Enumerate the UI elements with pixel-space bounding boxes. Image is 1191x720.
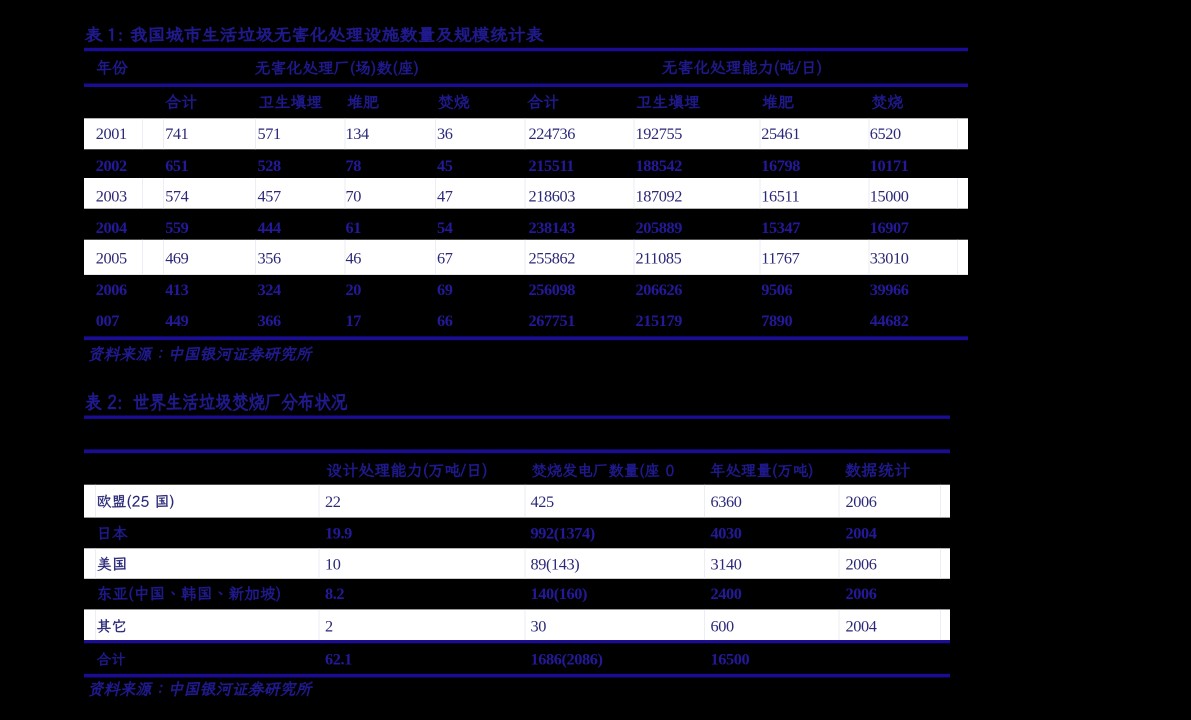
svg-text:1686(2086): 1686(2086)	[531, 649, 603, 668]
svg-text:205889: 205889	[636, 218, 683, 237]
svg-text:19.9: 19.9	[325, 524, 352, 543]
svg-text:449: 449	[165, 311, 188, 330]
svg-text:366: 366	[258, 311, 281, 330]
svg-text:600: 600	[711, 616, 734, 635]
svg-text:2006: 2006	[846, 554, 877, 573]
svg-text:140(160): 140(160)	[531, 584, 588, 603]
svg-text:2: 2	[325, 616, 333, 635]
svg-text:2006: 2006	[846, 492, 877, 511]
svg-text:17: 17	[346, 311, 362, 330]
svg-text:741: 741	[165, 124, 188, 143]
svg-text:45: 45	[437, 156, 453, 175]
svg-text:10: 10	[325, 554, 341, 573]
svg-text:66: 66	[437, 311, 453, 330]
svg-text:70: 70	[346, 186, 362, 205]
svg-text:255862: 255862	[529, 248, 576, 267]
svg-text:4030: 4030	[711, 524, 742, 543]
svg-text:2004: 2004	[846, 524, 877, 543]
svg-text:206626: 206626	[636, 280, 683, 299]
svg-text:324: 324	[258, 280, 281, 299]
svg-text:651: 651	[165, 156, 188, 175]
svg-text:36: 36	[437, 124, 453, 143]
svg-text:7890: 7890	[761, 311, 792, 330]
svg-text:69: 69	[437, 280, 453, 299]
svg-text:67: 67	[437, 248, 453, 267]
svg-text:218603: 218603	[529, 186, 576, 205]
svg-text:413: 413	[165, 280, 188, 299]
svg-text:78: 78	[346, 156, 362, 175]
svg-text:44682: 44682	[870, 311, 909, 330]
svg-text:571: 571	[258, 124, 281, 143]
svg-text:425: 425	[531, 492, 554, 511]
svg-text:2400: 2400	[711, 584, 742, 603]
svg-text:61: 61	[346, 218, 362, 237]
svg-text:33010: 33010	[870, 248, 909, 267]
svg-text:267751: 267751	[529, 311, 576, 330]
svg-text:6360: 6360	[711, 492, 742, 511]
svg-text:256098: 256098	[529, 280, 576, 299]
svg-text:2001: 2001	[96, 124, 127, 143]
svg-text:16500: 16500	[711, 649, 750, 668]
svg-text:6520: 6520	[870, 124, 901, 143]
svg-text:46: 46	[346, 248, 362, 267]
svg-text:134: 134	[346, 124, 369, 143]
svg-text:22: 22	[325, 492, 341, 511]
svg-text:2004: 2004	[96, 218, 127, 237]
svg-text:15347: 15347	[761, 218, 800, 237]
svg-text:187092: 187092	[636, 186, 683, 205]
svg-text:8.2: 8.2	[325, 584, 344, 603]
svg-text:16798: 16798	[761, 156, 800, 175]
svg-text:54: 54	[437, 218, 453, 237]
svg-text:20: 20	[346, 280, 362, 299]
svg-text:444: 444	[258, 218, 281, 237]
svg-text:215511: 215511	[529, 156, 575, 175]
svg-text:10171: 10171	[870, 156, 909, 175]
svg-text:356: 356	[258, 248, 281, 267]
svg-text:469: 469	[165, 248, 188, 267]
svg-text:11767: 11767	[761, 248, 799, 267]
svg-text:3140: 3140	[711, 554, 742, 573]
svg-text:188542: 188542	[636, 156, 683, 175]
svg-text:15000: 15000	[870, 186, 909, 205]
svg-text:2006: 2006	[846, 584, 877, 603]
svg-text:211085: 211085	[636, 248, 682, 267]
svg-text:007: 007	[96, 311, 119, 330]
svg-text:992(1374): 992(1374)	[531, 524, 595, 543]
svg-text:47: 47	[437, 186, 453, 205]
svg-text:16511: 16511	[761, 186, 799, 205]
svg-text:574: 574	[165, 186, 188, 205]
svg-text:2004: 2004	[846, 616, 877, 635]
svg-text:215179: 215179	[636, 311, 683, 330]
svg-text:2002: 2002	[96, 156, 127, 175]
svg-text:62.1: 62.1	[325, 649, 352, 668]
svg-text:9506: 9506	[761, 280, 792, 299]
svg-text:528: 528	[258, 156, 281, 175]
svg-text:16907: 16907	[870, 218, 909, 237]
svg-text:559: 559	[165, 218, 188, 237]
svg-text:25461: 25461	[761, 124, 800, 143]
svg-text:30: 30	[531, 616, 547, 635]
svg-text:192755: 192755	[636, 124, 683, 143]
svg-text:89(143): 89(143)	[531, 554, 580, 573]
svg-text:224736: 224736	[529, 124, 576, 143]
svg-text:39966: 39966	[870, 280, 909, 299]
svg-text:2006: 2006	[96, 280, 127, 299]
svg-text:2005: 2005	[96, 248, 127, 267]
svg-text:238143: 238143	[529, 218, 576, 237]
svg-text:457: 457	[258, 186, 281, 205]
svg-text:2003: 2003	[96, 186, 127, 205]
